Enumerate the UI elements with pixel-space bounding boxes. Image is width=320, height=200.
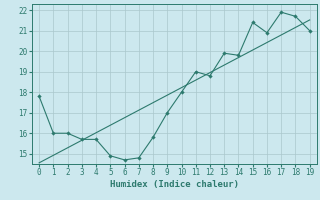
X-axis label: Humidex (Indice chaleur): Humidex (Indice chaleur)	[110, 180, 239, 189]
